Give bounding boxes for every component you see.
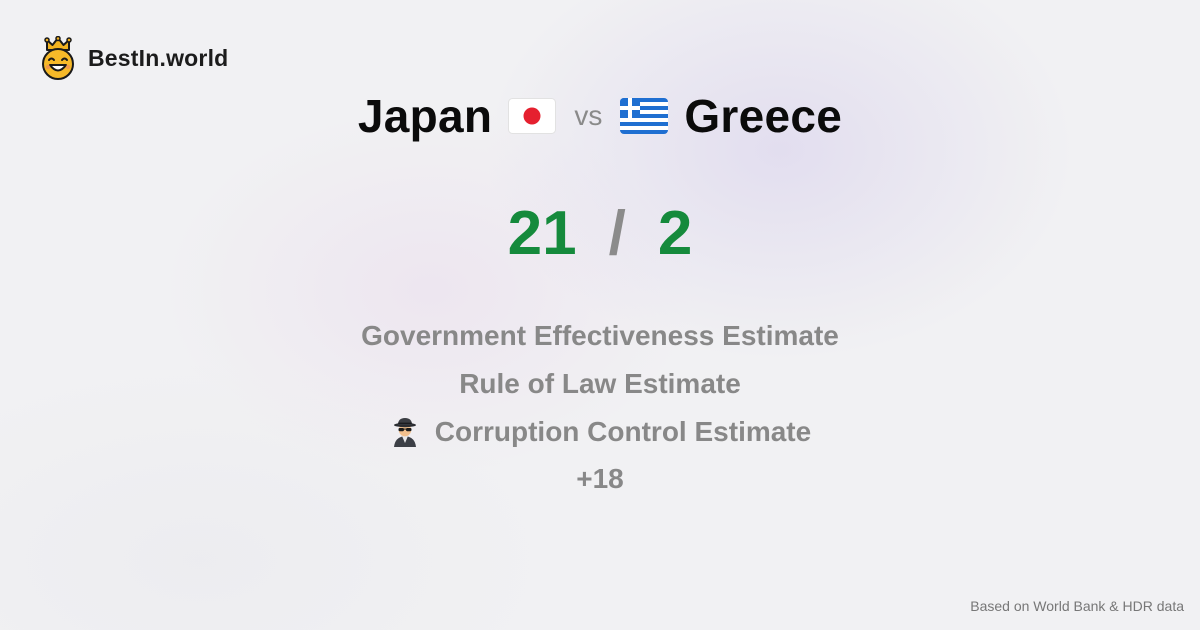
score-row: 21 / 2 — [0, 195, 1200, 271]
greece-flag-icon — [620, 98, 669, 134]
left-score: 21 — [507, 198, 577, 268]
right-country-name: Greece — [684, 90, 843, 142]
metric-item: Corruption Control Estimate — [389, 408, 811, 456]
right-score: 2 — [657, 198, 693, 268]
metric-item: Government Effectiveness Estimate — [361, 312, 839, 360]
comparison-title: Japan vs Greece — [0, 84, 1200, 148]
metric-item: Rule of Law Estimate — [459, 360, 741, 408]
brand-name: BestIn.world — [88, 44, 229, 71]
metric-label: Rule of Law Estimate — [459, 368, 741, 399]
brand[interactable]: BestIn.world — [38, 36, 228, 80]
left-country-name: Japan — [357, 90, 493, 142]
more-metrics-count: +18 — [576, 463, 624, 494]
smiling-crown-face-icon — [42, 36, 74, 80]
metric-label: Government Effectiveness Estimate — [361, 320, 839, 351]
metric-label: Corruption Control Estimate — [434, 416, 812, 447]
metrics-list: Government Effectiveness Estimate Rule o… — [0, 312, 1200, 502]
score-separator: / — [608, 198, 626, 268]
japan-flag-icon — [508, 98, 557, 134]
vs-label: vs — [574, 100, 603, 131]
data-source-note: Based on World Bank & HDR data — [970, 598, 1184, 614]
spy-detective-icon — [393, 418, 416, 447]
